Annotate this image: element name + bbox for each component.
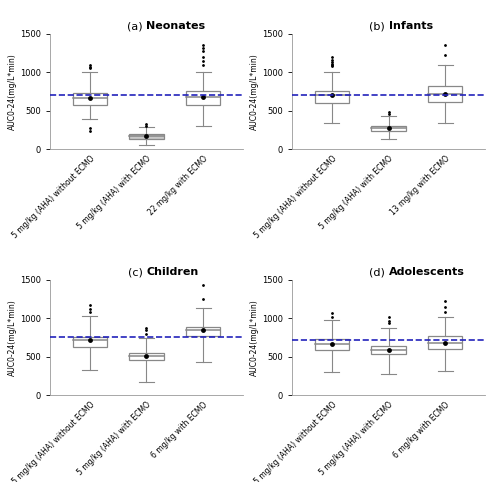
- Text: (d): (d): [369, 267, 388, 277]
- Bar: [428, 336, 462, 349]
- Text: (b): (b): [370, 21, 388, 31]
- Bar: [130, 134, 164, 139]
- Text: Infants: Infants: [388, 21, 432, 31]
- Y-axis label: AUC0-24(mg/L*min): AUC0-24(mg/L*min): [8, 299, 17, 376]
- Text: (a): (a): [128, 21, 146, 31]
- Text: Children: Children: [146, 267, 199, 277]
- Text: Neonates: Neonates: [146, 21, 206, 31]
- Text: (c): (c): [128, 267, 146, 277]
- Text: Adolescents: Adolescents: [388, 267, 464, 277]
- Bar: [372, 125, 406, 131]
- Bar: [72, 336, 107, 348]
- Bar: [314, 91, 349, 103]
- Bar: [314, 339, 349, 350]
- Y-axis label: AUC0-24(mg/L*min): AUC0-24(mg/L*min): [8, 53, 17, 130]
- Y-axis label: AUC0-24(mg/L*min): AUC0-24(mg/L*min): [250, 53, 259, 130]
- Bar: [130, 353, 164, 360]
- Bar: [428, 86, 462, 102]
- Bar: [186, 327, 220, 336]
- Y-axis label: AUC0-24(mg/L*min): AUC0-24(mg/L*min): [250, 299, 259, 376]
- Bar: [372, 346, 406, 354]
- Bar: [72, 93, 107, 105]
- Bar: [186, 91, 220, 106]
